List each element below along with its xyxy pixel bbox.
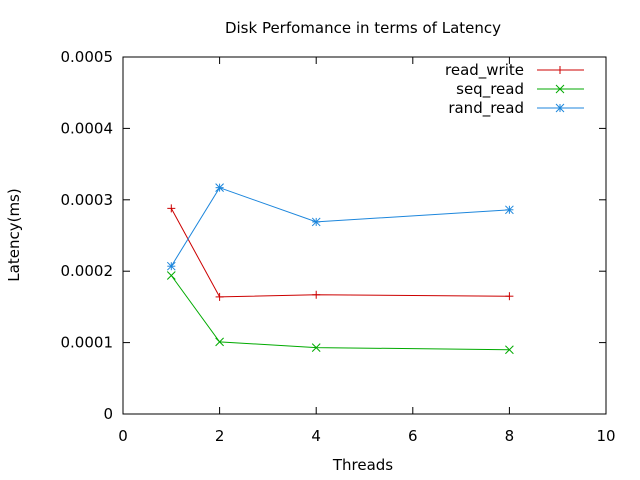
x-tick-label: 0: [118, 427, 128, 445]
legend-item-read-write: read_write: [445, 61, 584, 80]
data-point: [167, 204, 176, 213]
plot-area: 0 2 4 6 8 10 0 0.0001 0.0002 0.0003 0.0004 0.0005: [61, 48, 616, 445]
data-point: [166, 261, 176, 271]
y-tick-label: 0.0003: [61, 191, 114, 209]
y-tick-label: 0.0001: [61, 334, 114, 352]
y-tick-label: 0.0004: [61, 119, 114, 137]
legend-item-seq-read: seq_read: [456, 80, 584, 99]
legend-marker: [555, 103, 565, 113]
y-tick-label: 0.0002: [61, 262, 114, 280]
marker-stroke: [311, 217, 321, 227]
series-line: [170, 187, 510, 267]
marker-stroke: [505, 205, 514, 215]
legend-label: read_write: [445, 61, 524, 80]
x-tick-label: 6: [408, 427, 418, 445]
data-point: [312, 290, 321, 299]
marker-stroke: [555, 103, 565, 113]
data-point: [505, 205, 514, 215]
data-point: [215, 183, 224, 193]
plot-frame: [122, 56, 607, 415]
series-read-write: [167, 204, 514, 301]
marker-stroke: [166, 271, 176, 280]
legend-marker: [556, 66, 564, 74]
x-axis-label: Threads: [332, 456, 393, 474]
data-point: [166, 271, 176, 280]
marker-stroke: [215, 337, 224, 347]
data-point: [505, 292, 514, 301]
data-point: [311, 343, 321, 352]
marker-stroke: [215, 183, 224, 193]
x-tick-label: 4: [311, 427, 321, 445]
legend-label: seq_read: [456, 80, 524, 99]
x-tick-label: 10: [596, 427, 615, 445]
legend-label: rand_read: [448, 99, 524, 118]
data-point: [311, 217, 321, 227]
chart-title: Disk Perfomance in terms of Latency: [225, 19, 501, 37]
marker-stroke: [166, 261, 176, 271]
series-seq-read: [166, 271, 514, 355]
data-point: [215, 292, 224, 301]
data-point: [215, 337, 224, 347]
series-line: [170, 208, 510, 298]
legend-item-rand-read: rand_read: [448, 99, 584, 118]
marker-stroke: [555, 84, 565, 94]
y-tick-label: 0.0005: [61, 48, 114, 66]
legend-marker: [555, 84, 565, 94]
y-axis-label: Latency(ms): [5, 188, 23, 281]
data-point: [505, 345, 514, 355]
x-tick-label: 2: [215, 427, 225, 445]
series-line: [170, 275, 510, 351]
x-tick-label: 8: [505, 427, 515, 445]
series-rand-read: [166, 183, 514, 271]
marker-stroke: [505, 345, 514, 355]
marker-stroke: [311, 343, 321, 352]
y-tick-label: 0: [103, 405, 113, 423]
